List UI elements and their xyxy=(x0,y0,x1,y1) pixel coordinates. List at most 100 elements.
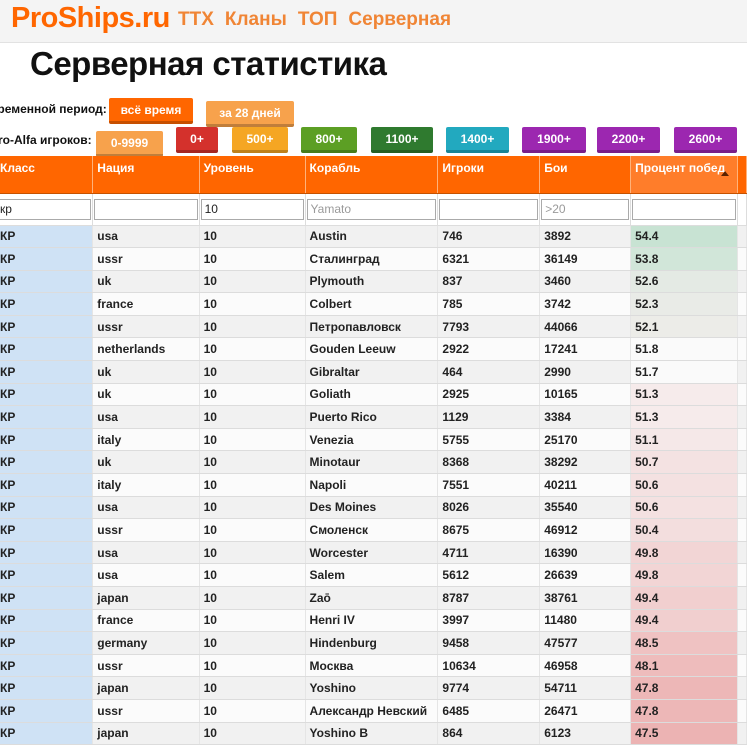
nation-cell: netherlands xyxy=(92,337,200,362)
player-filter-button[interactable]: 800+ xyxy=(301,127,357,153)
tier-cell: 10 xyxy=(199,450,306,475)
table-row[interactable]: КР usa 10 Austin 746 3892 54.4 xyxy=(0,225,747,249)
table-row[interactable]: КР usa 10 Worcester 4711 16390 49.8 xyxy=(0,541,747,565)
players-cell: 8787 xyxy=(437,586,541,610)
column-header-nation[interactable]: Нация xyxy=(92,156,200,194)
table-row[interactable]: КР france 10 Henri IV 3997 11480 49.4 xyxy=(0,609,747,633)
filter-row xyxy=(0,193,747,226)
nation-cell: usa xyxy=(92,405,200,429)
class-cell: КР xyxy=(0,496,94,520)
player-filter-button[interactable]: 500+ xyxy=(232,127,288,153)
column-header-winrate[interactable]: Процент побед xyxy=(630,156,738,194)
winrate-filter-input[interactable] xyxy=(632,198,736,220)
column-header-battles[interactable]: Бои xyxy=(539,156,632,194)
site-logo[interactable]: ProShips.ru xyxy=(11,2,170,34)
battles-cell: 40211 xyxy=(539,473,632,497)
table-row[interactable]: КР ussr 10 Москва 10634 46958 48.1 xyxy=(0,654,747,678)
row-spacer xyxy=(737,337,747,362)
nav-server[interactable]: Серверная xyxy=(348,9,452,30)
table-row[interactable]: КР netherlands 10 Gouden Leeuw 2922 17241 51.8 xyxy=(0,337,747,362)
players-filter-input[interactable] xyxy=(439,198,539,220)
column-header-class[interactable]: Класс xyxy=(0,156,94,194)
nation-filter-input[interactable] xyxy=(94,198,198,220)
player-filter-button[interactable]: 1100+ xyxy=(371,127,433,153)
tier-cell: 10 xyxy=(199,292,306,316)
class-cell: КР xyxy=(0,563,94,587)
nation-cell: japan xyxy=(92,586,200,610)
battles-filter-input[interactable] xyxy=(541,198,630,220)
table-row[interactable]: КР italy 10 Venezia 5755 25170 51.1 xyxy=(0,428,747,452)
table-row[interactable]: КР germany 10 Hindenburg 9458 47577 48.5 xyxy=(0,631,747,655)
nation-cell: japan xyxy=(92,722,200,746)
nav-clans[interactable]: Кланы xyxy=(224,9,287,30)
period-all-time-button[interactable]: всё время xyxy=(109,98,193,124)
tier-cell: 10 xyxy=(199,247,306,271)
class-cell: КР xyxy=(0,292,94,316)
column-header-winrate-label: Процент побед xyxy=(635,161,726,175)
row-spacer xyxy=(737,699,747,723)
winrate-cell: 51.8 xyxy=(630,337,738,362)
tier-cell: 10 xyxy=(199,699,306,723)
nav-top[interactable]: ТОП xyxy=(297,9,338,30)
table-row[interactable]: КР uk 10 Plymouth 837 3460 52.6 xyxy=(0,270,747,294)
nation-cell: usa xyxy=(92,225,200,249)
table-row[interactable]: КР japan 10 Zaō 8787 38761 49.4 xyxy=(0,586,747,610)
tier-cell: 10 xyxy=(199,563,306,587)
table-row[interactable]: КР uk 10 Goliath 2925 10165 51.3 xyxy=(0,383,747,407)
ship-cell: Gibraltar xyxy=(305,360,439,384)
table-row[interactable]: КР japan 10 Yoshino B 864 6123 47.5 xyxy=(0,722,747,746)
row-spacer xyxy=(737,518,747,542)
column-header-tier[interactable]: Уровень xyxy=(199,156,306,194)
table-row[interactable]: КР usa 10 Puerto Rico 1129 3384 51.3 xyxy=(0,405,747,429)
column-header-ship[interactable]: Корабль xyxy=(305,156,439,194)
player-filter-button[interactable]: 2600+ xyxy=(674,127,737,153)
nation-cell: ussr xyxy=(92,699,200,723)
players-cell: 3997 xyxy=(437,609,541,633)
class-cell: КР xyxy=(0,654,94,678)
ship-cell: Gouden Leeuw xyxy=(305,337,439,362)
main-nav: ТТХ Кланы ТОП Серверная xyxy=(178,9,462,31)
tier-cell: 10 xyxy=(199,315,306,339)
player-filter-button[interactable]: 1400+ xyxy=(446,127,509,153)
row-spacer xyxy=(737,722,747,746)
table-row[interactable]: КР uk 10 Minotaur 8368 38292 50.7 xyxy=(0,450,747,475)
battles-cell: 11480 xyxy=(539,609,632,633)
period-28-days-button[interactable]: за 28 дней xyxy=(206,101,294,127)
table-row[interactable]: КР uk 10 Gibraltar 464 2990 51.7 xyxy=(0,360,747,384)
row-spacer xyxy=(737,450,747,475)
class-cell: КР xyxy=(0,450,94,475)
class-cell: КР xyxy=(0,699,94,723)
table-row[interactable]: КР japan 10 Yoshino 9774 54711 47.8 xyxy=(0,676,747,700)
ship-filter-input[interactable] xyxy=(306,198,437,220)
winrate-cell: 49.4 xyxy=(630,609,738,633)
table-row[interactable]: КР france 10 Colbert 785 3742 52.3 xyxy=(0,292,747,316)
table-row[interactable]: КР ussr 10 Петропавловск 7793 44066 52.1 xyxy=(0,315,747,339)
player-filter-button[interactable]: 0-9999 xyxy=(96,131,163,157)
tier-filter-input[interactable] xyxy=(200,198,304,220)
winrate-cell: 47.8 xyxy=(630,676,738,700)
winrate-cell: 52.1 xyxy=(630,315,738,339)
table-row[interactable]: КР italy 10 Napoli 7551 40211 50.6 xyxy=(0,473,747,497)
winrate-cell: 53.8 xyxy=(630,247,738,271)
battles-cell: 25170 xyxy=(539,428,632,452)
player-filter-button[interactable]: 1900+ xyxy=(522,127,586,153)
ship-cell: Henri IV xyxy=(305,609,439,633)
table-row[interactable]: КР usa 10 Des Moines 8026 35540 50.6 xyxy=(0,496,747,520)
table-row[interactable]: КР ussr 10 Смоленск 8675 46912 50.4 xyxy=(0,518,747,542)
ship-cell: Смоленск xyxy=(305,518,439,542)
table-row[interactable]: КР usa 10 Salem 5612 26639 49.8 xyxy=(0,563,747,587)
tier-cell: 10 xyxy=(199,473,306,497)
table-row[interactable]: КР ussr 10 Александр Невский 6485 26471 47.8 xyxy=(0,699,747,723)
battles-cell: 3892 xyxy=(539,225,632,249)
player-filter-button[interactable]: 0+ xyxy=(176,127,218,153)
column-header-players[interactable]: Игроки xyxy=(437,156,541,194)
row-spacer xyxy=(737,292,747,316)
battles-cell: 16390 xyxy=(539,541,632,565)
table-row[interactable]: КР ussr 10 Сталинград 6321 36149 53.8 xyxy=(0,247,747,271)
nav-ttx[interactable]: ТТХ xyxy=(178,9,214,30)
class-filter-input[interactable] xyxy=(0,198,92,220)
winrate-cell: 48.5 xyxy=(630,631,738,655)
top-bar: ProShips.ru ТТХ Кланы ТОП Серверная xyxy=(0,0,747,43)
player-filter-button[interactable]: 2200+ xyxy=(597,127,660,153)
battles-cell: 3460 xyxy=(539,270,632,294)
